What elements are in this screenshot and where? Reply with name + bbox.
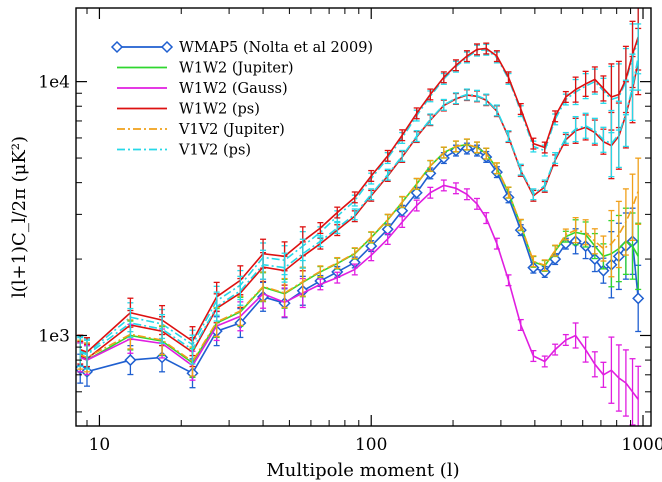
x-tick-label: 1000 (621, 435, 662, 455)
legend-item: W1W2 (Gauss) (117, 81, 288, 97)
y-tick-label: 1e4 (38, 73, 70, 93)
ticks-layer: 10 100 1000 1e3 1e4 (38, 8, 662, 455)
legend-label: V1V2 (Jupiter) (178, 122, 285, 138)
series-w1w2-ps- (77, 8, 642, 368)
plot-frame (75, 7, 652, 427)
legend-label: WMAP5 (Nolta et al 2009) (179, 40, 373, 56)
y-tick-label: 1e3 (38, 326, 70, 346)
x-tick-label: 100 (355, 435, 387, 455)
series-line (79, 56, 639, 356)
legend-item: V1V2 (Jupiter) (117, 122, 285, 138)
y-axis-title: l(l+1)C_l/2π (μK²) (9, 136, 30, 298)
legend-label: W1W2 (Jupiter) (179, 61, 294, 77)
series-line (79, 184, 639, 400)
x-axis-title: Multipole moment (l) (266, 460, 459, 481)
legend-item: W1W2 (Jupiter) (117, 61, 294, 77)
legend-item: V1V2 (ps) (117, 143, 251, 159)
series-layer (76, 8, 645, 426)
legend-label: V1V2 (ps) (178, 143, 251, 159)
legend-item: W1W2 (ps) (117, 102, 260, 118)
legend: WMAP5 (Nolta et al 2009) W1W2 (Jupiter) W1… (110, 40, 373, 159)
diamond-marker (124, 354, 137, 367)
series-line (79, 36, 639, 354)
series-v1v2-ps- (77, 23, 642, 370)
series-line (79, 143, 639, 363)
legend-label: W1W2 (Gauss) (179, 81, 288, 97)
diamond-marker (410, 186, 423, 199)
x-tick-label: 10 (89, 435, 111, 455)
diamond-marker (597, 264, 610, 277)
legend-diamond-marker (110, 40, 124, 54)
legend-diamond-marker (160, 40, 174, 54)
diamond-marker (396, 204, 409, 217)
legend-item: WMAP5 (Nolta et al 2009) (110, 40, 373, 56)
legend-label: W1W2 (ps) (179, 102, 260, 118)
diamond-marker (632, 292, 645, 305)
